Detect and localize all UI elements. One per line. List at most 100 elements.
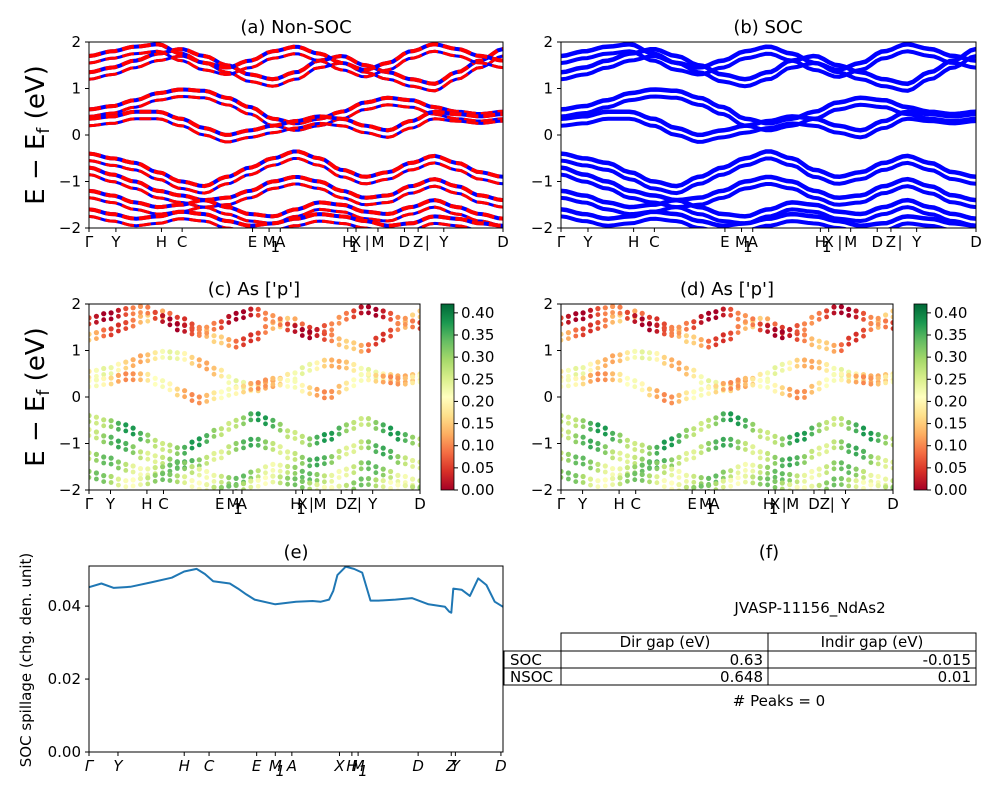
data-point	[322, 329, 327, 334]
data-point	[314, 471, 320, 478]
data-point	[322, 395, 327, 401]
data-point	[639, 478, 645, 483]
data-point	[89, 413, 92, 419]
x-tick-label: Y	[840, 495, 851, 513]
data-point	[358, 372, 364, 378]
data-point	[204, 454, 210, 460]
data-point	[573, 311, 579, 317]
data-point	[388, 380, 393, 386]
data-point	[373, 378, 379, 384]
band-line	[89, 165, 503, 203]
data-point	[402, 461, 408, 467]
x-tick-label: |	[782, 495, 787, 513]
band-line	[561, 214, 950, 228]
data-point	[565, 377, 572, 383]
data-point	[824, 346, 829, 352]
data-point	[255, 474, 261, 480]
x-tick-label: X	[333, 757, 345, 775]
data-point	[787, 456, 793, 462]
data-point	[344, 386, 349, 392]
data-point	[145, 310, 151, 316]
data-point	[794, 329, 800, 334]
data-point	[706, 482, 712, 488]
data-point	[285, 455, 290, 461]
data-point	[241, 421, 246, 427]
data-point	[314, 392, 320, 398]
data-point	[691, 319, 697, 325]
data-point	[860, 425, 867, 431]
data-point	[189, 458, 195, 464]
data-point	[742, 473, 749, 479]
data-point	[137, 371, 144, 377]
data-point	[691, 455, 697, 461]
data-point	[329, 436, 335, 442]
data-point	[809, 425, 815, 431]
data-point	[846, 313, 852, 318]
data-point	[565, 429, 572, 435]
data-point	[93, 470, 99, 476]
data-point	[824, 383, 829, 389]
data-point	[661, 470, 667, 476]
data-point	[248, 338, 254, 344]
data-point	[787, 386, 793, 392]
data-point	[875, 315, 881, 321]
data-point	[262, 377, 269, 383]
data-point	[145, 304, 151, 310]
data-point	[816, 338, 822, 344]
x-tick-label: Γ	[557, 495, 566, 513]
data-point	[669, 466, 675, 472]
colorbar-tick-label: 0.30	[461, 348, 494, 366]
data-point	[211, 320, 217, 326]
data-point	[831, 304, 837, 310]
data-point	[314, 333, 320, 338]
data-point	[713, 379, 719, 385]
data-point	[388, 479, 394, 485]
data-point	[402, 322, 408, 327]
data-point	[167, 355, 173, 361]
data-point	[299, 433, 305, 439]
data-point	[270, 423, 276, 429]
data-point	[395, 381, 401, 387]
data-point	[713, 389, 719, 395]
data-point	[720, 387, 726, 392]
data-point	[160, 355, 166, 360]
data-point	[720, 484, 726, 490]
data-point	[561, 427, 564, 433]
data-point	[831, 476, 837, 482]
data-point	[167, 387, 173, 393]
data-point	[573, 327, 579, 333]
data-point	[610, 436, 615, 442]
data-point	[691, 389, 697, 395]
data-point	[647, 392, 652, 398]
data-point	[174, 321, 180, 327]
data-point	[137, 313, 144, 319]
data-point	[639, 442, 645, 448]
data-point	[167, 442, 173, 448]
data-point	[661, 445, 667, 451]
data-point	[838, 439, 845, 445]
data-point	[226, 427, 232, 432]
data-point	[299, 321, 305, 327]
data-point	[890, 436, 893, 442]
data-point	[314, 456, 320, 462]
data-point	[145, 450, 151, 456]
data-point	[573, 479, 579, 484]
data-point	[698, 386, 704, 392]
data-point	[108, 440, 114, 446]
data-point	[566, 383, 571, 389]
data-point	[691, 395, 697, 401]
data-point	[632, 313, 638, 319]
data-point	[227, 489, 230, 490]
data-point	[602, 305, 608, 311]
band-line	[561, 54, 976, 93]
data-point	[735, 445, 741, 451]
data-point	[860, 374, 867, 380]
data-point	[809, 342, 815, 348]
data-point	[336, 389, 342, 395]
data-point	[395, 314, 401, 320]
data-point	[890, 320, 893, 326]
data-point	[417, 379, 420, 385]
y-tick-label: 1	[71, 342, 81, 360]
data-point	[875, 473, 881, 480]
data-point	[831, 482, 837, 488]
